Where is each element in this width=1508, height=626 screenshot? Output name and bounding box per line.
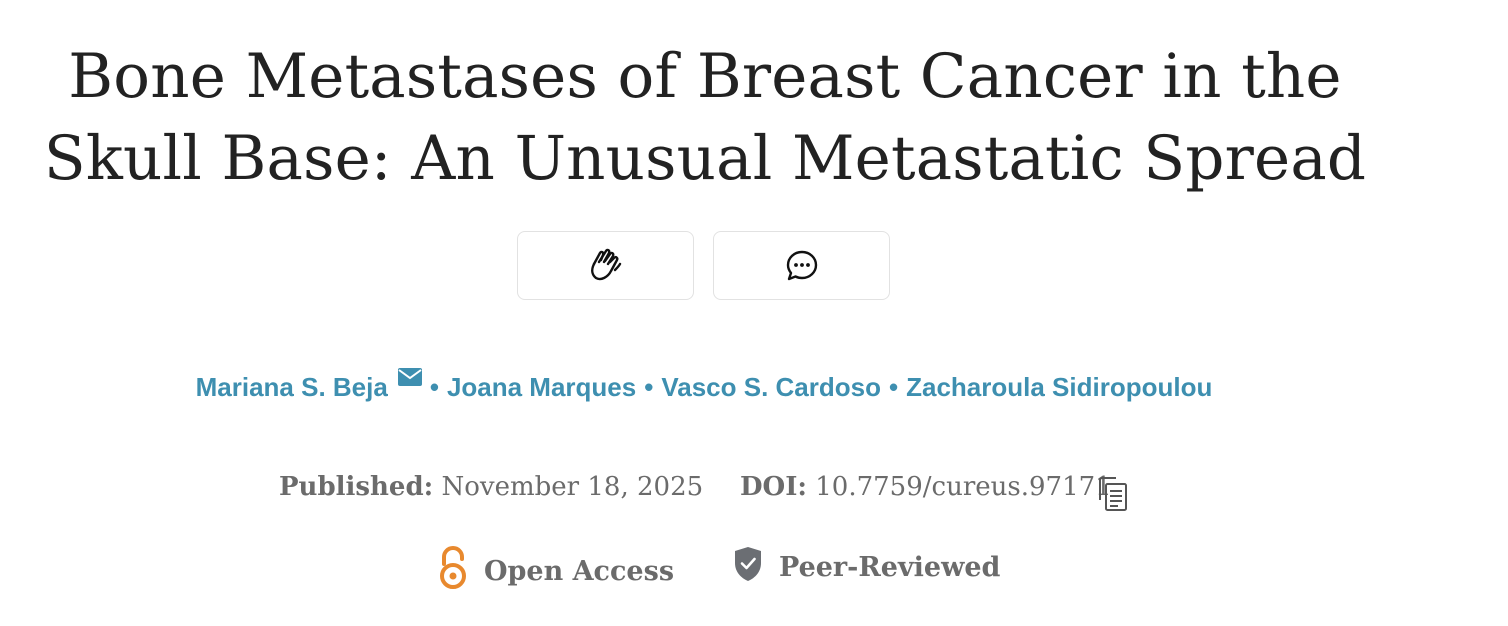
author-link[interactable]: Joana Marques [446,372,637,402]
shield-check-icon [733,546,779,589]
author-separator: • [429,372,439,402]
author-separator: • [644,372,654,402]
author-link[interactable]: Mariana S. Beja [195,372,388,402]
open-access-badge: Open Access [438,545,675,597]
peer-reviewed-label: Peer-Reviewed [779,552,1001,583]
doi-label: DOI: [740,472,807,502]
open-access-label: Open Access [484,556,675,587]
open-lock-icon [438,545,484,597]
comment-button[interactable] [713,231,890,300]
published-value: November 18, 2025 [441,472,704,502]
article-title: Bone Metastases of Breast Cancer in the … [43,41,1367,194]
copy-icon[interactable] [1094,476,1130,517]
access-badges: Open Access Peer-Reviewed [0,545,1508,597]
author-list: Mariana S. Beja • Joana Marques • Vasco S. C… [0,362,1408,403]
author-separator: • [889,372,899,402]
comment-icon [784,248,820,284]
doi-value: 10.7759/cureus.97171 [815,472,1112,502]
author-link[interactable]: Zacharoula Sidiropoulou [906,372,1213,402]
published-label: Published: [279,472,434,502]
clap-button[interactable] [517,231,694,300]
clap-icon [586,246,626,286]
doi: DOI: 10.7759/cureus.97171 [740,472,1112,502]
author-link[interactable]: Vasco S. Cardoso [661,372,881,402]
publication-meta: Published: November 18, 2025 DOI: 10.775… [0,472,1508,512]
peer-reviewed-badge: Peer-Reviewed [733,546,1000,589]
mail-icon[interactable] [397,362,422,393]
published-date: Published: November 18, 2025 [279,472,703,502]
